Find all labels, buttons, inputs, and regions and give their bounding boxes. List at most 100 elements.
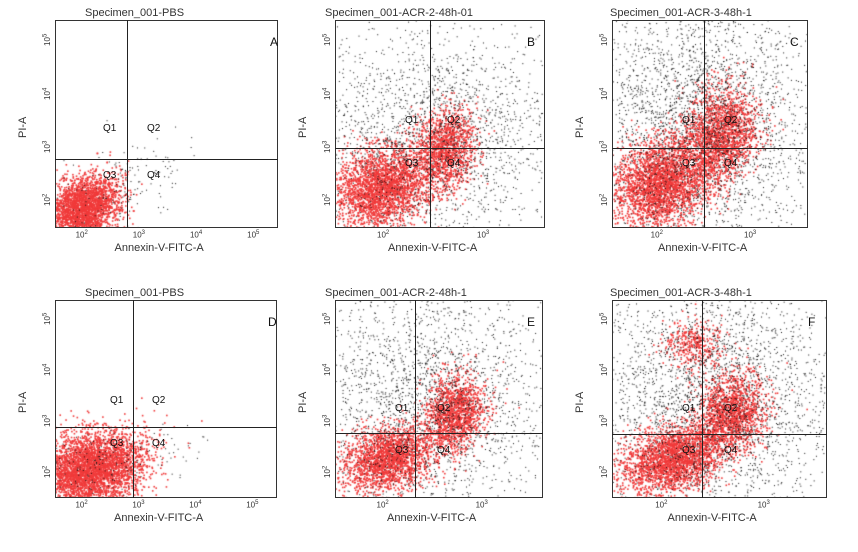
- quadrant-label-q4: Q4: [447, 158, 461, 169]
- y-tick-label: 102: [42, 194, 52, 207]
- quadrant-gate-horizontal[interactable]: [335, 433, 543, 434]
- quadrant-label-q4: Q4: [724, 445, 738, 456]
- plot-area: Q1 Q2 Q3 Q4: [55, 20, 278, 228]
- quadrant-gate-horizontal[interactable]: [55, 159, 278, 160]
- panel-letter: B: [527, 35, 536, 49]
- x-tick-label: 103: [132, 230, 146, 240]
- plot-area: Q1 Q2 Q3 Q4: [335, 20, 545, 228]
- quadrant-label-q1: Q1: [405, 115, 419, 126]
- quadrant-gate-vertical[interactable]: [430, 20, 431, 228]
- scatter-points: [55, 300, 277, 498]
- x-tick-label: 103: [744, 230, 757, 240]
- x-tick-label: 103: [475, 500, 488, 510]
- y-tick-label: 104: [322, 363, 332, 377]
- scatter-points: [612, 20, 808, 228]
- quadrant-gate-horizontal[interactable]: [55, 427, 277, 428]
- quadrant-label-q1: Q1: [682, 115, 696, 126]
- y-tick-label: 103: [599, 414, 609, 427]
- quadrant-label-q4: Q4: [152, 438, 166, 449]
- x-axis-label: Annexin-V-FITC-A: [658, 242, 748, 254]
- y-tick-label: 103: [42, 140, 52, 153]
- quadrant-label-q2: Q2: [437, 403, 451, 414]
- y-tick-label: 103: [599, 140, 609, 153]
- x-tick-label: 102: [377, 230, 390, 240]
- x-tick-label: 102: [376, 500, 389, 510]
- panel-letter: E: [527, 315, 536, 329]
- panel-letter: A: [270, 35, 279, 49]
- quadrant-label-q3: Q3: [682, 445, 696, 456]
- y-tick-label: 104: [599, 363, 609, 377]
- quadrant-gate-vertical[interactable]: [415, 300, 416, 498]
- plot-area: Q1 Q2 Q3 Q4: [55, 300, 277, 498]
- y-axis-label: PI-A: [297, 116, 309, 138]
- quadrant-label-q3: Q3: [682, 158, 696, 169]
- quadrant-label-q4: Q4: [437, 445, 451, 456]
- panel-title: Specimen_001-PBS: [85, 287, 185, 299]
- y-tick-label: 105: [322, 313, 332, 326]
- quadrant-label-q1: Q1: [395, 403, 409, 414]
- quadrant-label-q1: Q1: [103, 123, 117, 134]
- panel-title: Specimen_001-ACR-2-48h-01: [325, 7, 473, 19]
- y-tick-label: 103: [322, 414, 332, 427]
- panel-title: Specimen_001-PBS: [85, 7, 185, 19]
- quadrant-label-q2: Q2: [724, 403, 738, 414]
- quadrant-label-q4: Q4: [147, 170, 161, 181]
- x-tick-label: 103: [477, 230, 490, 240]
- quadrant-gate-vertical[interactable]: [702, 300, 703, 498]
- y-axis-label: PI-A: [17, 391, 29, 413]
- x-axis-label: Annexin-V-FITC-A: [667, 512, 757, 524]
- y-axis-label: PI-A: [574, 116, 586, 138]
- quadrant-label-q2: Q2: [447, 115, 461, 126]
- quadrant-label-q2: Q2: [724, 115, 738, 126]
- x-tick-label: 104: [189, 500, 202, 510]
- quadrant-label-q3: Q3: [405, 158, 419, 169]
- quadrant-label-q1: Q1: [110, 395, 124, 406]
- y-tick-label: 105: [599, 313, 609, 326]
- y-axis-label: PI-A: [17, 116, 29, 138]
- x-tick-label: 105: [247, 230, 260, 240]
- y-tick-label: 105: [42, 313, 52, 326]
- y-axis-label: PI-A: [297, 391, 309, 413]
- y-tick-label: 102: [322, 194, 332, 207]
- x-tick-label: 103: [132, 500, 145, 510]
- quadrant-label-q3: Q3: [110, 438, 124, 449]
- panel-title: Specimen_001-ACR-3-48h-1: [610, 287, 752, 299]
- y-tick-label: 104: [322, 87, 332, 100]
- x-axis-label: Annexin-V-FITC-A: [114, 512, 204, 524]
- quadrant-gate-vertical[interactable]: [704, 20, 705, 228]
- y-tick-label: 104: [599, 87, 609, 100]
- x-tick-label: 104: [189, 230, 203, 240]
- quadrant-gate-vertical[interactable]: [127, 20, 128, 228]
- panel-letter: C: [790, 35, 799, 49]
- y-tick-label: 104: [42, 363, 52, 377]
- quadrant-label-q2: Q2: [152, 395, 166, 406]
- x-tick-label: 102: [650, 230, 663, 240]
- x-tick-label: 102: [655, 500, 668, 510]
- quadrant-gate-horizontal[interactable]: [612, 434, 827, 435]
- y-tick-label: 102: [599, 465, 609, 478]
- y-tick-label: 105: [322, 34, 332, 47]
- quadrant-label-q1: Q1: [682, 403, 696, 414]
- x-axis-label: Annexin-V-FITC-A: [387, 512, 477, 524]
- y-axis-label: PI-A: [574, 391, 586, 413]
- x-tick-label: 102: [75, 500, 88, 510]
- scatter-points: [55, 20, 278, 228]
- x-tick-label: 105: [246, 500, 259, 510]
- plot-area: Q1 Q2 Q3 Q4: [612, 20, 808, 228]
- quadrant-label-q4: Q4: [724, 158, 738, 169]
- quadrant-label-q3: Q3: [103, 170, 117, 181]
- plot-area: Q1 Q2 Q3 Q4: [335, 300, 543, 498]
- scatter-points: [335, 300, 543, 498]
- y-tick-label: 105: [42, 34, 52, 47]
- x-tick-label: 102: [75, 230, 88, 240]
- y-tick-label: 103: [42, 414, 52, 427]
- x-axis-label: Annexin-V-FITC-A: [114, 242, 204, 254]
- quadrant-gate-horizontal[interactable]: [612, 148, 808, 149]
- x-tick-label: 103: [757, 500, 770, 510]
- x-axis-label: Annexin-V-FITC-A: [388, 242, 478, 254]
- quadrant-gate-horizontal[interactable]: [335, 148, 545, 149]
- y-tick-label: 102: [322, 465, 332, 478]
- y-tick-label: 102: [42, 465, 52, 478]
- quadrant-gate-vertical[interactable]: [133, 300, 134, 498]
- quadrant-label-q2: Q2: [147, 123, 161, 134]
